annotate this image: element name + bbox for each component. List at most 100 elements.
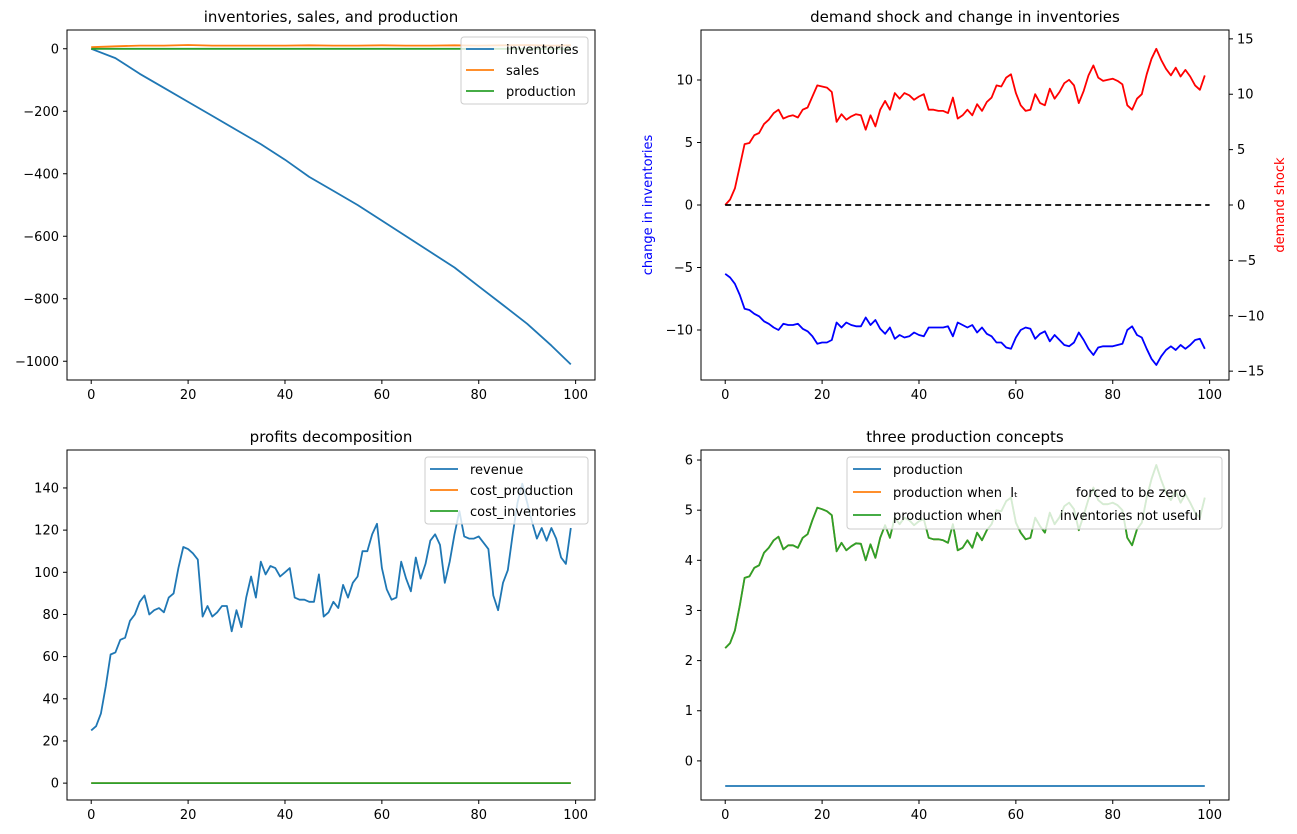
y-tick-label: 5	[685, 504, 693, 519]
y-tick-label: −800	[23, 292, 59, 307]
series-line-change-in-inventories	[724, 273, 1206, 366]
y-tick-label: 3	[685, 604, 693, 619]
y-tick-label: 0	[51, 777, 59, 792]
y-tick-label: 60	[42, 650, 59, 665]
y-tick-label: 120	[34, 524, 59, 539]
y-tick-label: −600	[23, 230, 59, 245]
panel-three-production-concepts: three production concepts 0 20 40 60 80 100 0…	[685, 428, 1230, 823]
y-tick-label-right: 10	[1237, 88, 1254, 103]
y-tick-label: 5	[685, 136, 693, 151]
x-tick-label: 40	[277, 808, 294, 823]
x-tick-label: 80	[470, 388, 487, 403]
y-axis-ticks: 10 5 0 −5 −10	[666, 74, 701, 339]
y-tick-label: 4	[685, 554, 693, 569]
y-tick-label: 80	[42, 608, 59, 623]
y-tick-label: 6	[685, 454, 693, 469]
x-tick-label: 60	[374, 388, 391, 403]
panel-inventories-sales-production: inventories, sales, and production 0 20 40…	[15, 8, 596, 403]
x-tick-label: 80	[1104, 808, 1121, 823]
y-tick-label: 0	[685, 199, 693, 214]
series-lines	[724, 47, 1210, 366]
x-tick-label: 40	[911, 388, 928, 403]
series-line-inventories	[90, 47, 572, 366]
legend-label: revenue	[470, 463, 523, 478]
y-axis-ticks-right: 15 10 5 0 −5 −10 −15	[1229, 32, 1264, 380]
legend-box	[846, 456, 1223, 530]
x-axis-ticks: 0 20 40 60 80 100	[87, 380, 588, 403]
legend-label: inventories	[506, 43, 579, 58]
x-tick-label: 0	[721, 388, 729, 403]
x-tick-label: 40	[277, 388, 294, 403]
legend: production production when Iₜ forced to …	[846, 456, 1223, 530]
y-axis-ticks: 0 1 2 3 4 5 6	[685, 454, 701, 769]
legend-label: production	[506, 85, 576, 100]
y-tick-label: −1000	[15, 355, 59, 370]
x-tick-label: 100	[1197, 808, 1222, 823]
x-tick-label: 80	[470, 808, 487, 823]
y-tick-label: 0	[685, 754, 693, 769]
x-tick-label: 0	[87, 808, 95, 823]
x-tick-label: 60	[1008, 388, 1025, 403]
y-tick-label: 10	[676, 74, 693, 89]
y-axis-label-right: demand shock	[1273, 157, 1288, 253]
x-tick-label: 20	[180, 388, 197, 403]
y-tick-label: −5	[674, 261, 693, 276]
y-tick-label: 0	[51, 42, 59, 57]
plot-frame	[66, 449, 596, 801]
legend-box	[424, 456, 589, 525]
x-tick-label: 80	[1104, 388, 1121, 403]
x-axis-ticks: 0 20 40 60 80 100	[87, 800, 588, 823]
chart-title: profits decomposition	[250, 428, 413, 446]
y-tick-label-right: −15	[1237, 365, 1264, 380]
x-axis-ticks: 0 20 40 60 80 100	[721, 800, 1222, 823]
series-lines	[90, 482, 572, 784]
legend: revenue cost_production cost_inventories	[424, 456, 589, 525]
series-line-revenue	[90, 482, 572, 732]
y-tick-label: 2	[685, 654, 693, 669]
legend-label: production when Iₜ forced to be zero	[893, 486, 1186, 501]
x-tick-label: 20	[814, 808, 831, 823]
y-tick-label: 20	[42, 734, 59, 749]
chart-title: three production concepts	[866, 428, 1064, 446]
x-tick-label: 0	[87, 388, 95, 403]
y-tick-label-right: −10	[1237, 309, 1264, 324]
x-tick-label: 20	[814, 388, 831, 403]
legend: inventories sales production	[460, 36, 589, 105]
legend-box	[460, 36, 589, 105]
panel-demand-shock: demand shock and change in inventories 0…	[641, 8, 1288, 403]
legend-label: production when inventories not useful	[893, 509, 1201, 524]
y-tick-label: −200	[23, 105, 59, 120]
x-tick-label: 100	[563, 388, 588, 403]
y-axis-ticks: 0 −200 −400 −600 −800 −1000	[15, 42, 67, 370]
x-tick-label: 60	[1008, 808, 1025, 823]
y-axis-ticks: 0 20 40 60 80 100 120 140	[34, 481, 67, 792]
y-tick-label-right: −5	[1237, 254, 1256, 269]
legend-label: production	[893, 463, 963, 478]
x-tick-label: 0	[721, 808, 729, 823]
y-tick-label: 1	[685, 704, 693, 719]
series-line-demand-shock	[724, 47, 1206, 206]
y-tick-label-right: 5	[1237, 143, 1245, 158]
x-tick-label: 20	[180, 808, 197, 823]
y-tick-label: 100	[34, 566, 59, 581]
legend-label: sales	[506, 64, 539, 79]
y-tick-label: −10	[666, 324, 693, 339]
chart-title: inventories, sales, and production	[204, 8, 459, 26]
y-tick-label-right: 15	[1237, 32, 1254, 47]
y-tick-label: −400	[23, 167, 59, 182]
x-tick-label: 40	[911, 808, 928, 823]
plot-frame	[66, 29, 596, 381]
legend-label: cost_inventories	[470, 505, 576, 520]
y-tick-label-right: 0	[1237, 199, 1245, 214]
chart-title: demand shock and change in inventories	[810, 8, 1120, 26]
x-tick-label: 100	[563, 808, 588, 823]
x-axis-ticks: 0 20 40 60 80 100	[721, 380, 1222, 403]
panel-profits-decomposition: profits decomposition 0 20 40 60 80 100 0 20 40…	[34, 428, 596, 823]
x-tick-label: 100	[1197, 388, 1222, 403]
plot-frame	[700, 449, 1230, 801]
y-axis-label: change in inventories	[641, 135, 656, 276]
x-tick-label: 60	[374, 808, 391, 823]
legend-label: cost_production	[470, 484, 573, 499]
y-tick-label: 140	[34, 481, 59, 496]
